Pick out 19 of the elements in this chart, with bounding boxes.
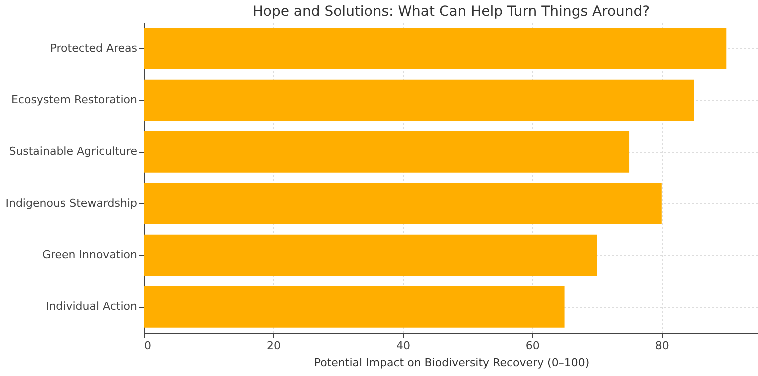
x-tick-label: 0 <box>144 340 152 352</box>
bar <box>144 234 598 276</box>
bar <box>144 286 565 328</box>
x-tick-label: 60 <box>526 340 540 352</box>
bar <box>144 80 694 122</box>
bar <box>144 183 662 224</box>
bar <box>144 132 630 173</box>
chart-title: Hope and Solutions: What Can Help Turn Things Around? <box>252 4 650 20</box>
y-tick-label: Indigenous Stewardship <box>6 196 138 210</box>
y-tick-label: Sustainable Agriculture <box>9 145 138 158</box>
x-axis-title: Potential Impact on Biodiversity Recovery (0–100) <box>314 356 590 370</box>
x-tick-label: 80 <box>655 340 670 352</box>
bar <box>144 28 727 70</box>
y-tick-label: Green Innovation <box>42 248 138 262</box>
y-tick-label: Ecosystem Restoration <box>11 94 138 106</box>
y-tick-label: Individual Action <box>46 300 138 314</box>
x-tick-label: 40 <box>396 340 410 352</box>
y-tick-label: Protected Areas <box>50 42 138 55</box>
x-tick-label: 20 <box>266 340 281 352</box>
